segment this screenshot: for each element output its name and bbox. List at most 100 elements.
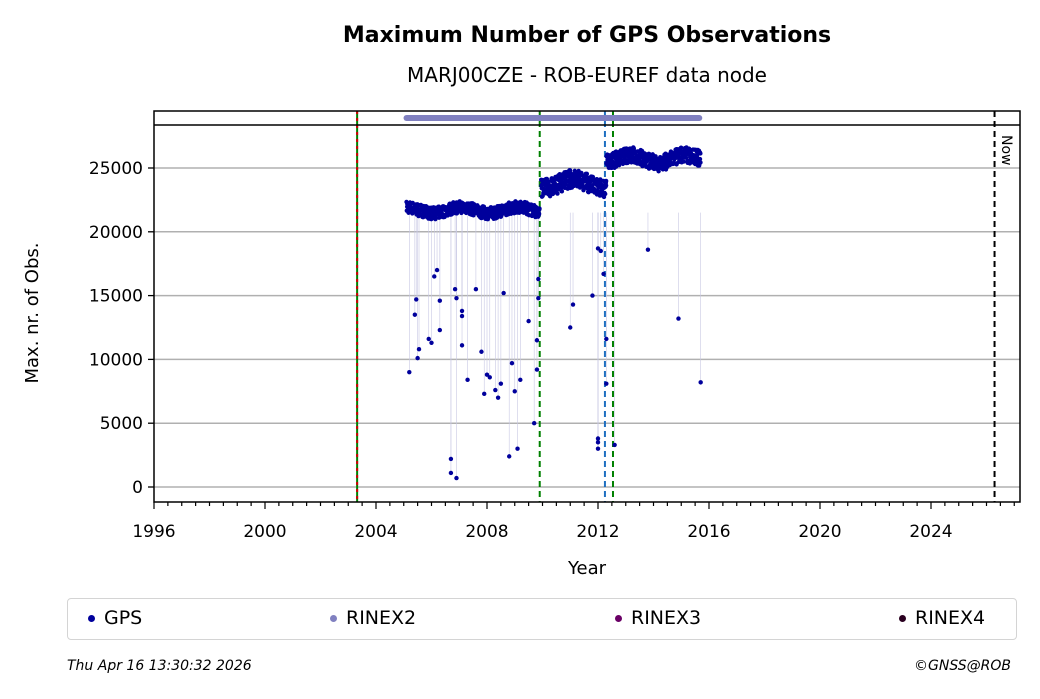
data-point bbox=[697, 156, 703, 162]
chart: Maximum Number of GPS Observations MARJ0… bbox=[22, 23, 1021, 579]
data-point bbox=[698, 160, 703, 165]
data-point bbox=[484, 372, 490, 377]
data-point bbox=[595, 246, 601, 251]
y-tick-label: 0 bbox=[132, 478, 143, 498]
x-tick-label: 1996 bbox=[132, 522, 175, 542]
rinex3-dot-icon bbox=[615, 614, 622, 622]
data-point bbox=[448, 456, 454, 462]
y-tick-label: 15000 bbox=[89, 287, 143, 307]
rinex4-dot-icon bbox=[899, 614, 906, 622]
y-tick-label: 5000 bbox=[100, 414, 143, 434]
data-point bbox=[493, 387, 498, 393]
gps-dot-icon bbox=[88, 614, 95, 622]
data-point bbox=[534, 367, 540, 372]
data-point bbox=[526, 318, 531, 324]
data-point bbox=[414, 297, 419, 302]
data-point bbox=[570, 302, 576, 307]
data-point bbox=[473, 287, 479, 292]
data-point bbox=[645, 247, 651, 252]
footer-credit: ©GNSS@ROB bbox=[914, 658, 1011, 674]
x-tick-label: 2020 bbox=[798, 522, 841, 542]
data-point bbox=[448, 470, 454, 476]
footer-timestamp: Thu Apr 16 13:30:32 2026 bbox=[67, 658, 252, 674]
data-point bbox=[590, 293, 595, 298]
data-point bbox=[601, 271, 606, 277]
x-axis-ticks: 1996 2000 2004 2008 2012 2016 2020 2024 bbox=[132, 502, 1015, 542]
legend-item-gps: GPS bbox=[88, 607, 142, 629]
data-point bbox=[604, 381, 609, 386]
data-point bbox=[555, 191, 560, 196]
data-point bbox=[681, 159, 686, 164]
data-point bbox=[603, 178, 609, 184]
data-point bbox=[433, 215, 438, 221]
y-axis-label: Max. nr. of Obs. bbox=[22, 242, 43, 383]
x-tick-label: 2024 bbox=[909, 522, 952, 542]
data-point bbox=[437, 298, 443, 303]
x-tick-label: 2016 bbox=[687, 522, 730, 542]
legend-label: GPS bbox=[104, 607, 143, 629]
y-tick-label: 20000 bbox=[89, 223, 143, 243]
y-tick-label: 25000 bbox=[89, 159, 143, 179]
data-point bbox=[412, 312, 418, 317]
data-point bbox=[410, 200, 415, 206]
x-tick-label: 2012 bbox=[576, 522, 619, 542]
data-point bbox=[495, 395, 501, 400]
chart-title: Maximum Number of GPS Observations bbox=[343, 23, 831, 48]
data-point bbox=[683, 155, 689, 160]
data-point bbox=[429, 340, 434, 346]
data-point bbox=[531, 421, 537, 426]
legend-label: RINEX3 bbox=[631, 607, 702, 629]
data-point bbox=[454, 475, 459, 481]
data-point bbox=[595, 446, 601, 451]
legend-item-rinex3: RINEX3 bbox=[615, 607, 701, 629]
data-point bbox=[515, 446, 520, 451]
data-point bbox=[698, 151, 703, 156]
data-point bbox=[432, 274, 437, 279]
data-point bbox=[602, 191, 608, 197]
legend-label: RINEX2 bbox=[346, 607, 417, 629]
rinex2-dot-icon bbox=[330, 614, 337, 622]
y-tick-label: 10000 bbox=[89, 350, 143, 370]
data-point bbox=[568, 325, 573, 330]
data-point bbox=[559, 189, 565, 194]
data-point bbox=[482, 391, 487, 397]
data-point bbox=[656, 169, 661, 174]
data-point bbox=[487, 375, 492, 380]
data-point bbox=[518, 377, 523, 383]
data-point bbox=[415, 355, 420, 361]
grid-lines bbox=[154, 167, 1020, 488]
data-points bbox=[404, 145, 703, 481]
plot-frame bbox=[153, 110, 1021, 503]
y-axis-ticks: 0 5000 10000 15000 20000 25000 bbox=[89, 159, 154, 498]
data-point bbox=[465, 377, 470, 383]
data-point bbox=[676, 316, 681, 321]
data-point bbox=[426, 336, 431, 342]
data-point bbox=[509, 361, 515, 366]
data-point bbox=[434, 267, 440, 273]
data-point bbox=[536, 276, 541, 282]
data-point bbox=[536, 295, 541, 301]
data-point bbox=[501, 290, 506, 296]
data-point bbox=[678, 145, 684, 150]
data-point bbox=[454, 295, 459, 301]
chart-subtitle: MARJ00CZE - ROB-EUREF data node bbox=[407, 63, 767, 87]
data-point bbox=[459, 343, 465, 348]
data-point bbox=[512, 389, 517, 394]
legend: GPS RINEX2 RINEX3 RINEX4 bbox=[67, 598, 1017, 640]
now-label: Now bbox=[998, 135, 1014, 166]
data-point bbox=[595, 436, 601, 441]
x-tick-label: 2004 bbox=[354, 522, 397, 542]
data-point bbox=[407, 369, 412, 375]
vertical-markers bbox=[356, 111, 996, 502]
legend-item-rinex2: RINEX2 bbox=[330, 607, 416, 629]
data-point bbox=[603, 183, 609, 188]
x-axis-label: Year bbox=[567, 558, 607, 579]
data-point bbox=[537, 206, 542, 211]
data-point bbox=[567, 168, 573, 173]
x-tick-label: 2000 bbox=[243, 522, 286, 542]
data-point bbox=[416, 346, 422, 352]
data-point bbox=[479, 349, 484, 354]
data-point bbox=[698, 380, 703, 385]
data-point bbox=[584, 171, 590, 177]
data-point bbox=[459, 308, 465, 314]
